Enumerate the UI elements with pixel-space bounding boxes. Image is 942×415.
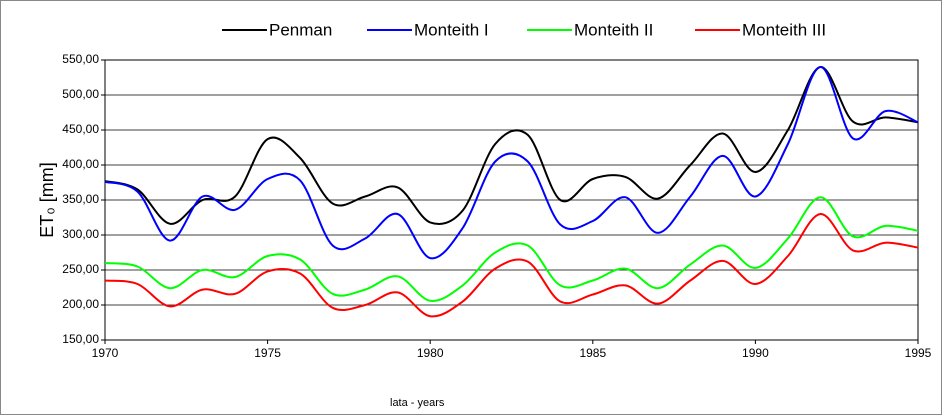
- x-tick-label: 1975: [254, 346, 281, 360]
- y-tick-label: 350,00: [62, 192, 99, 206]
- series-line: [104, 66, 919, 260]
- x-tick-label: 1985: [579, 346, 606, 360]
- x-tick-label: 1970: [92, 346, 119, 360]
- y-tick-label: 300,00: [62, 227, 99, 241]
- y-tick-label: 450,00: [62, 122, 99, 136]
- y-tick-label: 250,00: [62, 262, 99, 276]
- y-tick-label: 500,00: [62, 87, 99, 101]
- series-line: [104, 66, 919, 226]
- x-axis-label: lata - years: [390, 397, 445, 409]
- x-tick-label: 1980: [417, 346, 444, 360]
- legend-label: Monteith III: [742, 20, 826, 39]
- legend-label: Monteith I: [414, 20, 489, 39]
- series-line: [104, 213, 919, 318]
- x-tick-label: 1990: [742, 346, 769, 360]
- legend-label: Penman: [269, 20, 332, 39]
- y-tick-label: 200,00: [62, 297, 99, 311]
- y-axis-label: ET₀ [mm]: [37, 162, 57, 237]
- y-tick-label: 550,00: [62, 52, 99, 66]
- legend-label: Monteith II: [574, 20, 653, 39]
- series-line: [104, 196, 919, 302]
- x-tick-label: 1995: [905, 346, 932, 360]
- y-tick-label: 400,00: [62, 157, 99, 171]
- y-tick-label: 150,00: [62, 332, 99, 346]
